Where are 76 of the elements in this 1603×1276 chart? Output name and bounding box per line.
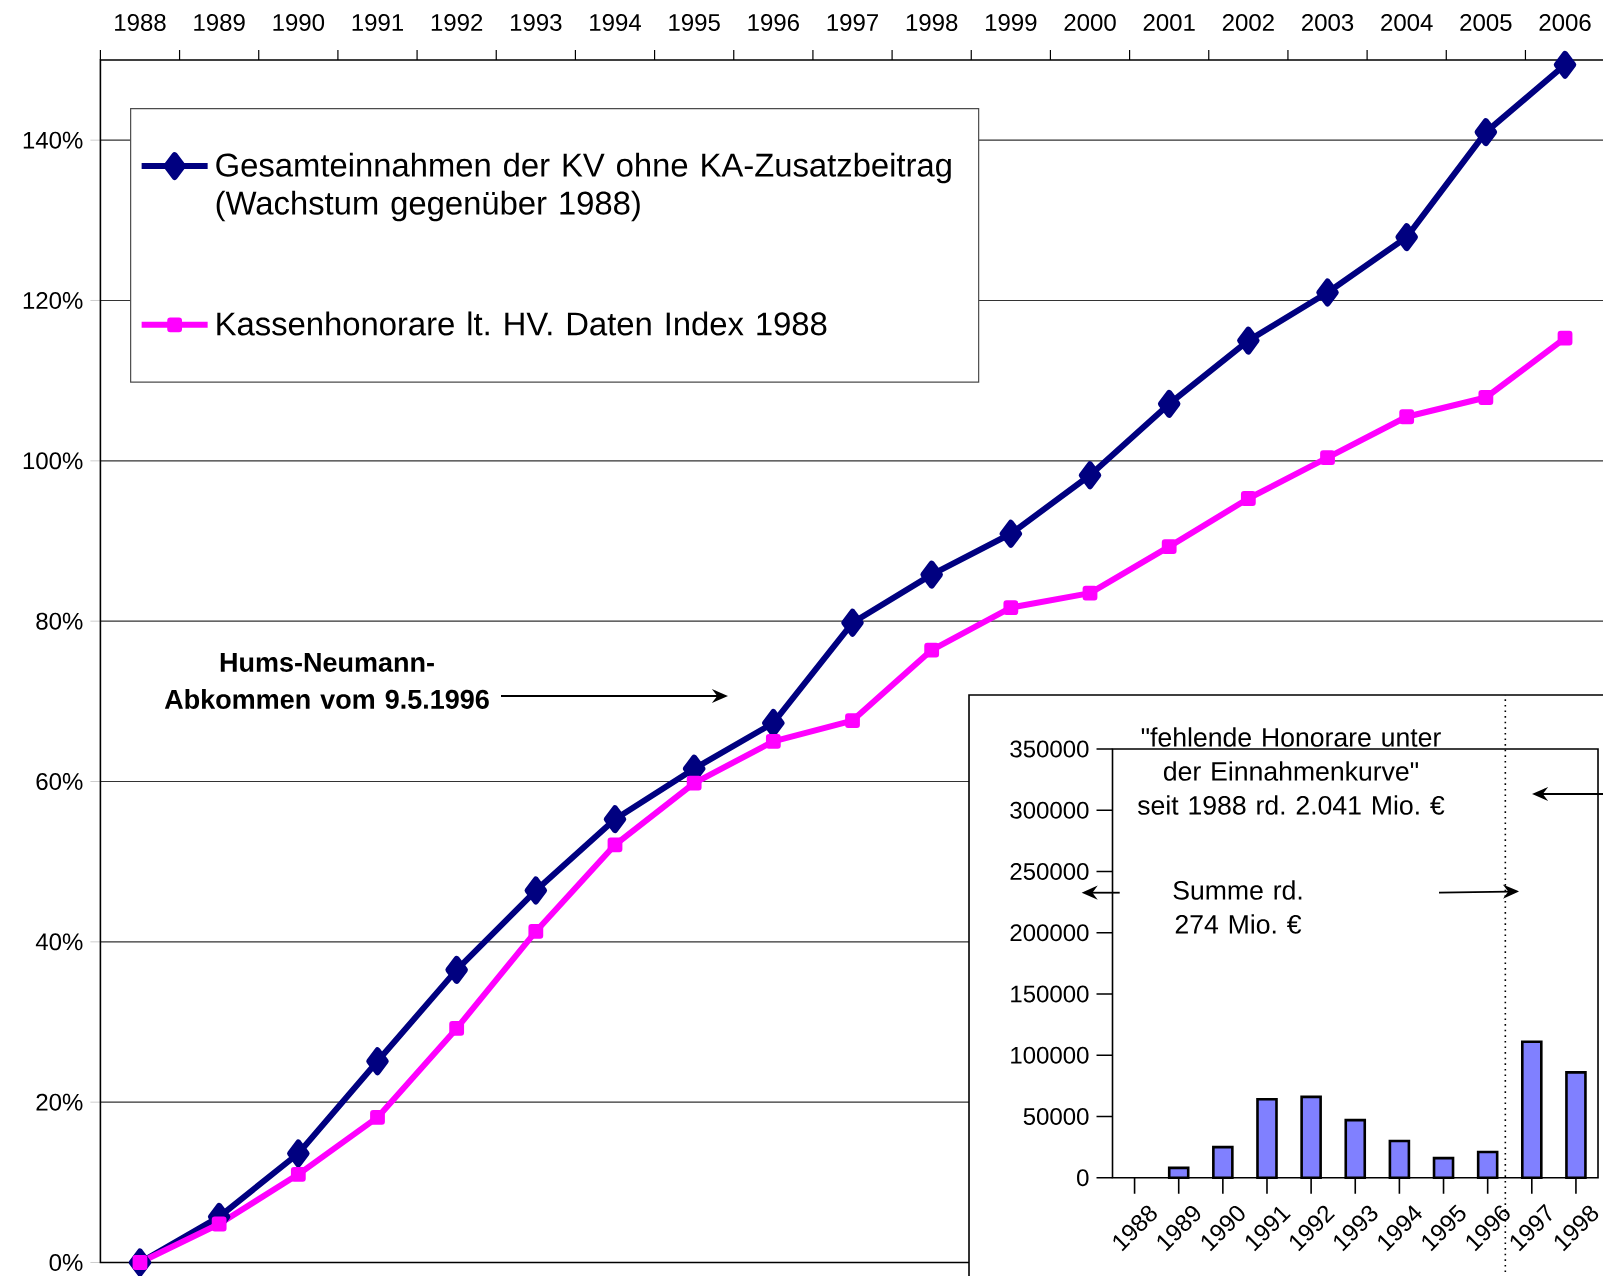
- point: [287, 1139, 310, 1168]
- point: [1316, 278, 1339, 307]
- point: [449, 1021, 465, 1036]
- x-tick-label: 1989: [194, 13, 245, 31]
- y-tick-label: 300000: [1010, 801, 1089, 819]
- annotation: seit 1988 rd. 2.041 Mio. €: [1137, 795, 1445, 815]
- point: [1078, 461, 1102, 490]
- point: [1553, 50, 1577, 79]
- point: [1557, 330, 1573, 346]
- point: [370, 1110, 385, 1125]
- y-tick-label: 350000: [1010, 740, 1089, 758]
- point: [211, 1216, 227, 1232]
- y-tick-label: 0%: [49, 1254, 83, 1271]
- x-tick-label: 1991: [352, 13, 403, 31]
- x-tick-label: 2005: [1460, 13, 1512, 31]
- y-tick-label: 200000: [1010, 924, 1089, 942]
- y-tick-label: 120%: [23, 292, 83, 309]
- point: [528, 924, 544, 939]
- point: [366, 1047, 389, 1076]
- x-tick-label: 1988: [115, 13, 166, 31]
- point: [607, 837, 623, 853]
- y-tick-label: 40%: [35, 933, 83, 951]
- annotation: Summe rd. 274 Mio. €: [1173, 880, 1302, 934]
- y-tick-label: 250000: [1010, 863, 1089, 880]
- x-tick-label: 1990: [273, 13, 325, 31]
- annotation: Hums-Neumann-Abkommen vom 9.5.1996: [164, 653, 489, 709]
- x-tick-label: 1994: [590, 13, 641, 31]
- point: [841, 608, 864, 637]
- y-tick-label: 100%: [23, 452, 83, 470]
- point: [1157, 389, 1181, 418]
- x-tick-label: 2002: [1222, 13, 1274, 31]
- point: [132, 1255, 148, 1270]
- point: [1478, 390, 1494, 405]
- y-tick-label: 50000: [1023, 1107, 1089, 1125]
- point: [290, 1166, 306, 1182]
- y-tick-label: 20%: [36, 1093, 83, 1111]
- point: [762, 708, 785, 737]
- x-tick-label: 1992: [431, 13, 483, 31]
- point: [1161, 539, 1177, 555]
- y-tick-label: 150000: [1011, 985, 1089, 1003]
- legend-label: Kassenhonorare lt. HV. Daten Index 1988: [217, 311, 827, 336]
- point: [524, 876, 548, 905]
- x-tick-label: 1997: [827, 13, 878, 31]
- point: [765, 734, 781, 749]
- point: [845, 713, 860, 728]
- x-tick-label: 2001: [1143, 13, 1195, 31]
- point: [1237, 326, 1260, 355]
- y-tick-label: 60%: [36, 773, 83, 790]
- x-tick-label: 2004: [1381, 13, 1433, 31]
- x-tick-label: 1996: [748, 13, 799, 31]
- annotation: "fehlende Honorare unter der Einnahmenkurve": [1141, 727, 1441, 781]
- point: [1082, 585, 1098, 601]
- point: [999, 519, 1023, 548]
- point: [603, 805, 627, 834]
- y-tick-label: 0: [1077, 1169, 1089, 1187]
- y-tick-label: 100000: [1011, 1046, 1089, 1064]
- x-tick-label: 1995: [669, 13, 720, 31]
- point: [686, 775, 702, 791]
- point: [1003, 600, 1019, 615]
- x-tick-label: 2000: [1064, 13, 1116, 31]
- x-tick-label: 2003: [1302, 13, 1354, 31]
- y-tick-label: 80%: [36, 612, 83, 630]
- x-tick-label: 2006: [1539, 13, 1591, 31]
- point: [1395, 223, 1418, 252]
- x-tick-label: 1998: [906, 13, 958, 31]
- point: [924, 642, 940, 658]
- point: [920, 560, 943, 589]
- x-tick-label: 1993: [510, 13, 562, 31]
- point: [1320, 450, 1335, 466]
- x-tick-label: 1999: [985, 13, 1037, 31]
- point: [1399, 409, 1415, 425]
- y-tick-label: 140%: [23, 131, 83, 149]
- point: [445, 955, 468, 984]
- legend-label: Gesamteinnahmen der KV ohne KA-Zusatzbeitrag (Wachstum gegenüber 1988): [216, 152, 951, 222]
- point: [1474, 118, 1498, 147]
- point: [1240, 491, 1256, 506]
